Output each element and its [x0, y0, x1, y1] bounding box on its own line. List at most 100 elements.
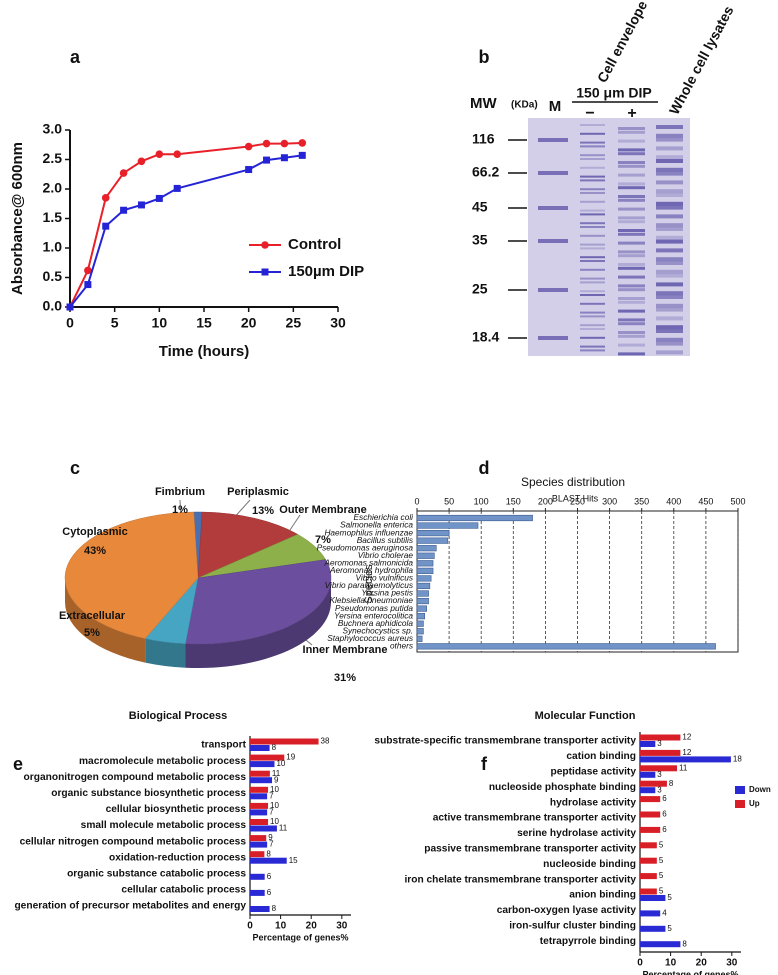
x-tick-label: 20 [696, 958, 708, 969]
bar-count-label: 10 [270, 801, 279, 810]
gel-unit: (KDa) [511, 100, 538, 111]
marker [66, 303, 74, 311]
y-tick-label: 1.0 [43, 239, 63, 255]
series-line [69, 154, 303, 308]
bar [250, 770, 270, 777]
gel-band [656, 291, 683, 296]
bar-count-label: 10 [270, 785, 279, 794]
bar [250, 761, 275, 768]
x-tick-label: 5 [111, 315, 119, 331]
marker [120, 206, 128, 214]
bar [250, 841, 268, 848]
gel-band [656, 329, 683, 333]
gel-band [538, 288, 568, 292]
y-axis-label: Absorbance@ 600nm [9, 142, 26, 295]
marker [173, 150, 181, 158]
gel-band [656, 137, 683, 142]
gel-band [580, 268, 605, 271]
pie-slice [197, 511, 299, 579]
y-tick-label: Bacillus subtilis [357, 535, 413, 545]
gel-band [656, 214, 683, 219]
x-tick-label: 30 [330, 315, 346, 331]
gel-band [656, 261, 683, 265]
gel-band [618, 322, 645, 326]
y-tick-label: 0.5 [43, 268, 63, 284]
bar-count-label: 6 [662, 794, 667, 803]
y-tick-label: nucleoside phosphate binding [489, 782, 636, 793]
gel-band [656, 269, 683, 274]
gel-band [580, 324, 605, 327]
x-axis-label: Percentage of genes% [642, 969, 738, 975]
bar [250, 873, 265, 880]
panel-label: a [70, 47, 81, 67]
gel-band [656, 303, 683, 308]
marker [84, 281, 92, 289]
gel-band [580, 243, 605, 246]
bar [250, 889, 265, 896]
gel-background [528, 118, 690, 356]
gel-marker-label: 66.2 [472, 164, 499, 180]
gel-band [538, 206, 568, 210]
y-tick-label: Aeromonas salmonicida [323, 557, 413, 567]
bar [250, 777, 273, 784]
gel-band [656, 125, 683, 129]
bar-count-label: 8 [669, 779, 674, 788]
y-tick-label: small molecule metabolic process [81, 820, 247, 831]
bar-count-label: 6 [662, 825, 667, 834]
y-tick-label: Aeromonas hydrophila [329, 565, 413, 575]
bar-count-label: 5 [667, 924, 672, 933]
gel-band [618, 182, 645, 186]
marker [173, 184, 181, 192]
gel-band [580, 311, 605, 314]
pie-value-label: 1% [172, 504, 188, 516]
y-tick-label: Eschierichia coli [354, 512, 415, 522]
bar [416, 582, 431, 590]
bar [250, 809, 268, 816]
y-tick-label: anion binding [569, 890, 636, 901]
bar [416, 522, 479, 529]
y-tick-label: Vibrio cholerae [358, 550, 414, 560]
x-tick-label: 100 [474, 496, 489, 506]
gel-band [656, 337, 683, 342]
gel-band [656, 341, 683, 346]
y-tick-label: cellular biosynthetic process [106, 804, 247, 815]
y-tick-label: Pseudomonas aeruginosa [317, 542, 414, 552]
pie-side [185, 578, 331, 668]
gel-band [656, 227, 683, 231]
panel-label: d [479, 458, 490, 478]
legend-marker [261, 268, 269, 276]
y-tick-label: 0.0 [43, 298, 63, 314]
x-tick-label: 450 [698, 496, 713, 506]
gel-band [618, 220, 645, 224]
gel-band [618, 232, 645, 236]
legend-label: 150µm DIP [288, 263, 364, 280]
gel-band [618, 331, 645, 334]
bar [416, 545, 437, 552]
gel-bands [538, 124, 683, 356]
gel-band [656, 273, 683, 278]
gel-band [580, 234, 605, 237]
marker [101, 194, 110, 202]
gel-band [618, 309, 645, 313]
gel-band [656, 133, 683, 138]
bar-count-label: 6 [267, 872, 272, 881]
y-tick-label: Staphylococcus aureus [327, 633, 413, 643]
gel-band [580, 336, 605, 339]
gel-band [656, 180, 683, 185]
gel-marker-lane: M [549, 98, 562, 115]
bar [640, 925, 666, 932]
gel-band [538, 239, 568, 243]
bar [640, 741, 656, 747]
gel-band [656, 201, 683, 206]
y-tick-label: transport [201, 740, 246, 751]
bar [250, 754, 285, 761]
gel-band [580, 290, 605, 293]
bar [416, 620, 424, 627]
y-tick-label: Pseudomonas putida [335, 603, 413, 613]
bar-count-label: 19 [286, 753, 295, 762]
x-tick-label: 10 [275, 921, 287, 932]
gel-band [656, 171, 683, 176]
bar-count-label: 38 [321, 737, 330, 746]
marker [262, 139, 271, 148]
